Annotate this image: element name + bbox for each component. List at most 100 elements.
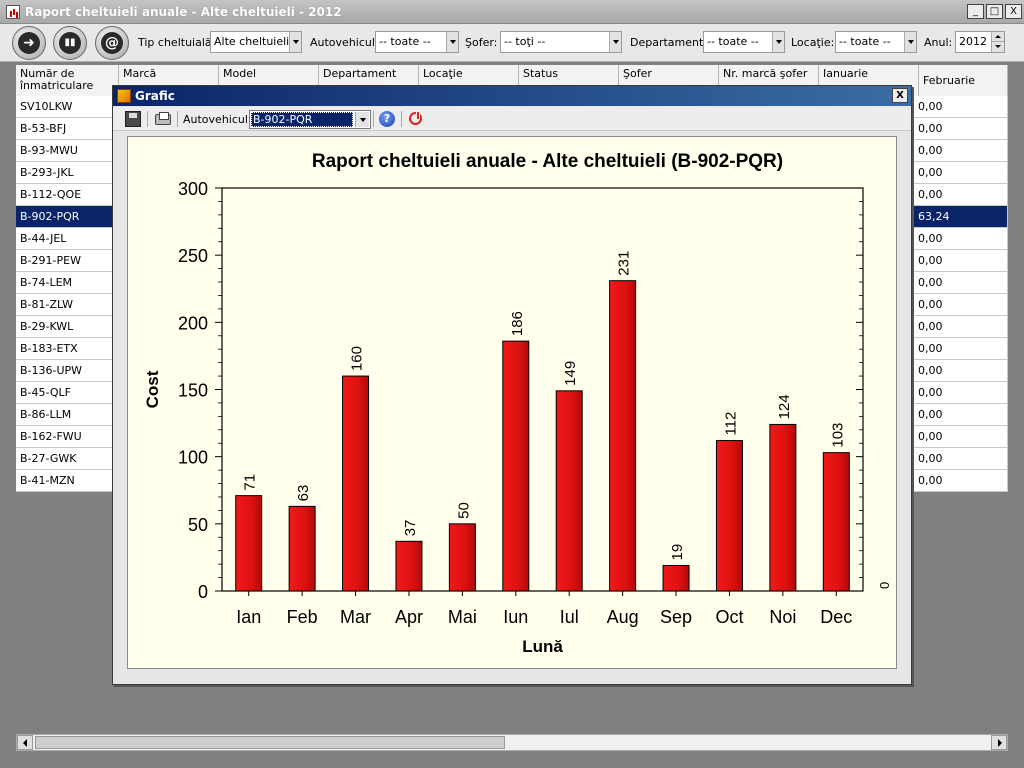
help-icon[interactable]: ?	[379, 111, 395, 127]
data-label: 186	[509, 311, 526, 336]
table-row-plate[interactable]: B-29-KWL	[16, 316, 119, 338]
table-row-februarie[interactable]: 63,24	[914, 206, 1008, 228]
dialog-autovehicul-label: Autovehicul:	[183, 113, 252, 126]
chart-button[interactable]: ▮▮	[53, 26, 87, 60]
table-row-plate[interactable]: B-93-MWU	[16, 140, 119, 162]
table-row-februarie[interactable]: 0,00	[914, 162, 1008, 184]
data-label: 50	[455, 502, 472, 519]
y-tick-label: 100	[178, 448, 208, 468]
tip-cheltuiala-select[interactable]: Alte cheltuieli	[210, 31, 302, 53]
table-row-februarie[interactable]: 0,00	[914, 316, 1008, 338]
table-row-februarie[interactable]: 0,00	[914, 294, 1008, 316]
chevron-down-icon	[904, 32, 916, 52]
bar-sep	[662, 564, 690, 592]
spinner-down-icon[interactable]	[991, 42, 1004, 52]
save-icon[interactable]	[125, 111, 141, 127]
data-label: 37	[402, 520, 419, 537]
table-row-plate[interactable]: B-44-JEL	[16, 228, 119, 250]
table-row-februarie[interactable]: 0,00	[914, 382, 1008, 404]
table-row-plate[interactable]: B-291-PEW	[16, 250, 119, 272]
dialog-toolbar: ?	[113, 107, 911, 131]
table-row-plate[interactable]: B-112-QOE	[16, 184, 119, 206]
chart-area: Raport cheltuieli anuale - Alte cheltuie…	[127, 136, 897, 669]
table-row-plate[interactable]: B-45-QLF	[16, 382, 119, 404]
power-icon[interactable]	[409, 112, 422, 125]
departament-select[interactable]: -- toate --	[703, 31, 785, 53]
bar-iun	[502, 340, 530, 592]
table-row-februarie[interactable]: 0,00	[914, 360, 1008, 382]
bar-mai	[448, 523, 476, 592]
x-tick-label: Ian	[236, 607, 261, 627]
table-row-plate[interactable]: B-74-LEM	[16, 272, 119, 294]
table-row-plate[interactable]: B-136-UPW	[16, 360, 119, 382]
bar-apr	[395, 540, 423, 592]
table-row-februarie[interactable]: 0,00	[914, 250, 1008, 272]
print-icon[interactable]	[155, 112, 171, 125]
table-row-februarie[interactable]: 0,00	[914, 338, 1008, 360]
chevron-down-icon	[772, 32, 784, 52]
table-row-plate[interactable]: B-183-ETX	[16, 338, 119, 360]
table-row-februarie[interactable]: 0,00	[914, 184, 1008, 206]
column-header[interactable]: Februarie	[919, 65, 1008, 96]
table-row-februarie[interactable]: 0,00	[914, 404, 1008, 426]
toolbar-separator	[177, 111, 178, 127]
scroll-right-icon[interactable]	[991, 735, 1007, 750]
data-label: 124	[776, 394, 793, 419]
x-tick-label: Feb	[287, 607, 318, 627]
sofer-select[interactable]: -- toţi --	[500, 31, 622, 53]
autovehicul-select[interactable]: -- toate --	[375, 31, 459, 53]
table-row-februarie[interactable]: 0,00	[914, 118, 1008, 140]
table-row-plate[interactable]: B-902-PQR	[16, 206, 119, 228]
tip-cheltuiala-label: Tip cheltuială:	[138, 36, 216, 49]
table-row-februarie[interactable]: 0,00	[914, 140, 1008, 162]
scroll-thumb[interactable]	[35, 736, 505, 749]
x-tick-label: Sep	[660, 607, 692, 627]
dialog-close-button[interactable]: X	[892, 88, 908, 103]
email-button[interactable]: @	[95, 26, 129, 60]
table-row-plate[interactable]: B-81-ZLW	[16, 294, 119, 316]
bar-chart: Raport cheltuieli anuale - Alte cheltuie…	[143, 151, 892, 656]
table-row-plate[interactable]: B-162-FWU	[16, 426, 119, 448]
table-row-plate[interactable]: B-53-BFJ	[16, 118, 119, 140]
scroll-left-icon[interactable]	[17, 735, 33, 750]
chart-icon: ▮▮	[59, 32, 81, 54]
table-row-februarie[interactable]: 0,00	[914, 470, 1008, 492]
table-row-plate[interactable]: SV10LKW	[16, 96, 119, 118]
close-button[interactable]: X	[1005, 4, 1022, 19]
table-row-plate[interactable]: B-293-JKL	[16, 162, 119, 184]
chevron-down-icon	[289, 32, 301, 52]
table-row-plate[interactable]: B-27-GWK	[16, 448, 119, 470]
bar-noi	[769, 423, 797, 592]
bar-mar	[342, 375, 370, 592]
dialog-autovehicul-select[interactable]: B-902-PQR	[249, 110, 371, 129]
data-label: 63	[295, 485, 312, 502]
bar-dec	[822, 452, 850, 592]
chart-dialog: Grafic X ? Autovehicul: B-902-PQR Raport…	[112, 85, 912, 685]
locatie-select[interactable]: -- toate --	[835, 31, 917, 53]
table-row-februarie[interactable]: 0,00	[914, 272, 1008, 294]
exit-button[interactable]: ➜	[12, 26, 46, 60]
table-row-februarie[interactable]: 0,00	[914, 426, 1008, 448]
data-label: 112	[722, 412, 739, 436]
x-tick-label: Aug	[607, 607, 639, 627]
window-title: Raport cheltuieli anuale - Alte cheltuie…	[25, 4, 342, 19]
spinner-up-icon[interactable]	[991, 32, 1004, 42]
x-tick-label: Mai	[448, 607, 477, 627]
table-row-februarie[interactable]: 0,00	[914, 448, 1008, 470]
dialog-title: Grafic	[135, 89, 175, 103]
y-tick-label: 150	[178, 381, 208, 401]
bar-oct	[715, 440, 743, 592]
minimize-button[interactable]: _	[967, 4, 984, 19]
table-row-plate[interactable]: B-86-LLM	[16, 404, 119, 426]
horizontal-scrollbar[interactable]	[16, 734, 1008, 751]
table-row-februarie[interactable]: 0,00	[914, 228, 1008, 250]
x-axis-label: Lună	[522, 637, 563, 656]
x-tick-label: Mar	[340, 607, 371, 627]
app-report-icon	[6, 4, 20, 19]
toolbar-separator	[147, 111, 148, 127]
column-header[interactable]: Număr de înmatriculare	[16, 65, 119, 96]
table-row-plate[interactable]: B-41-MZN	[16, 470, 119, 492]
table-row-februarie[interactable]: 0,00	[914, 96, 1008, 118]
maximize-button[interactable]: □	[986, 4, 1003, 19]
anul-spinner[interactable]: 2012	[955, 31, 1005, 53]
